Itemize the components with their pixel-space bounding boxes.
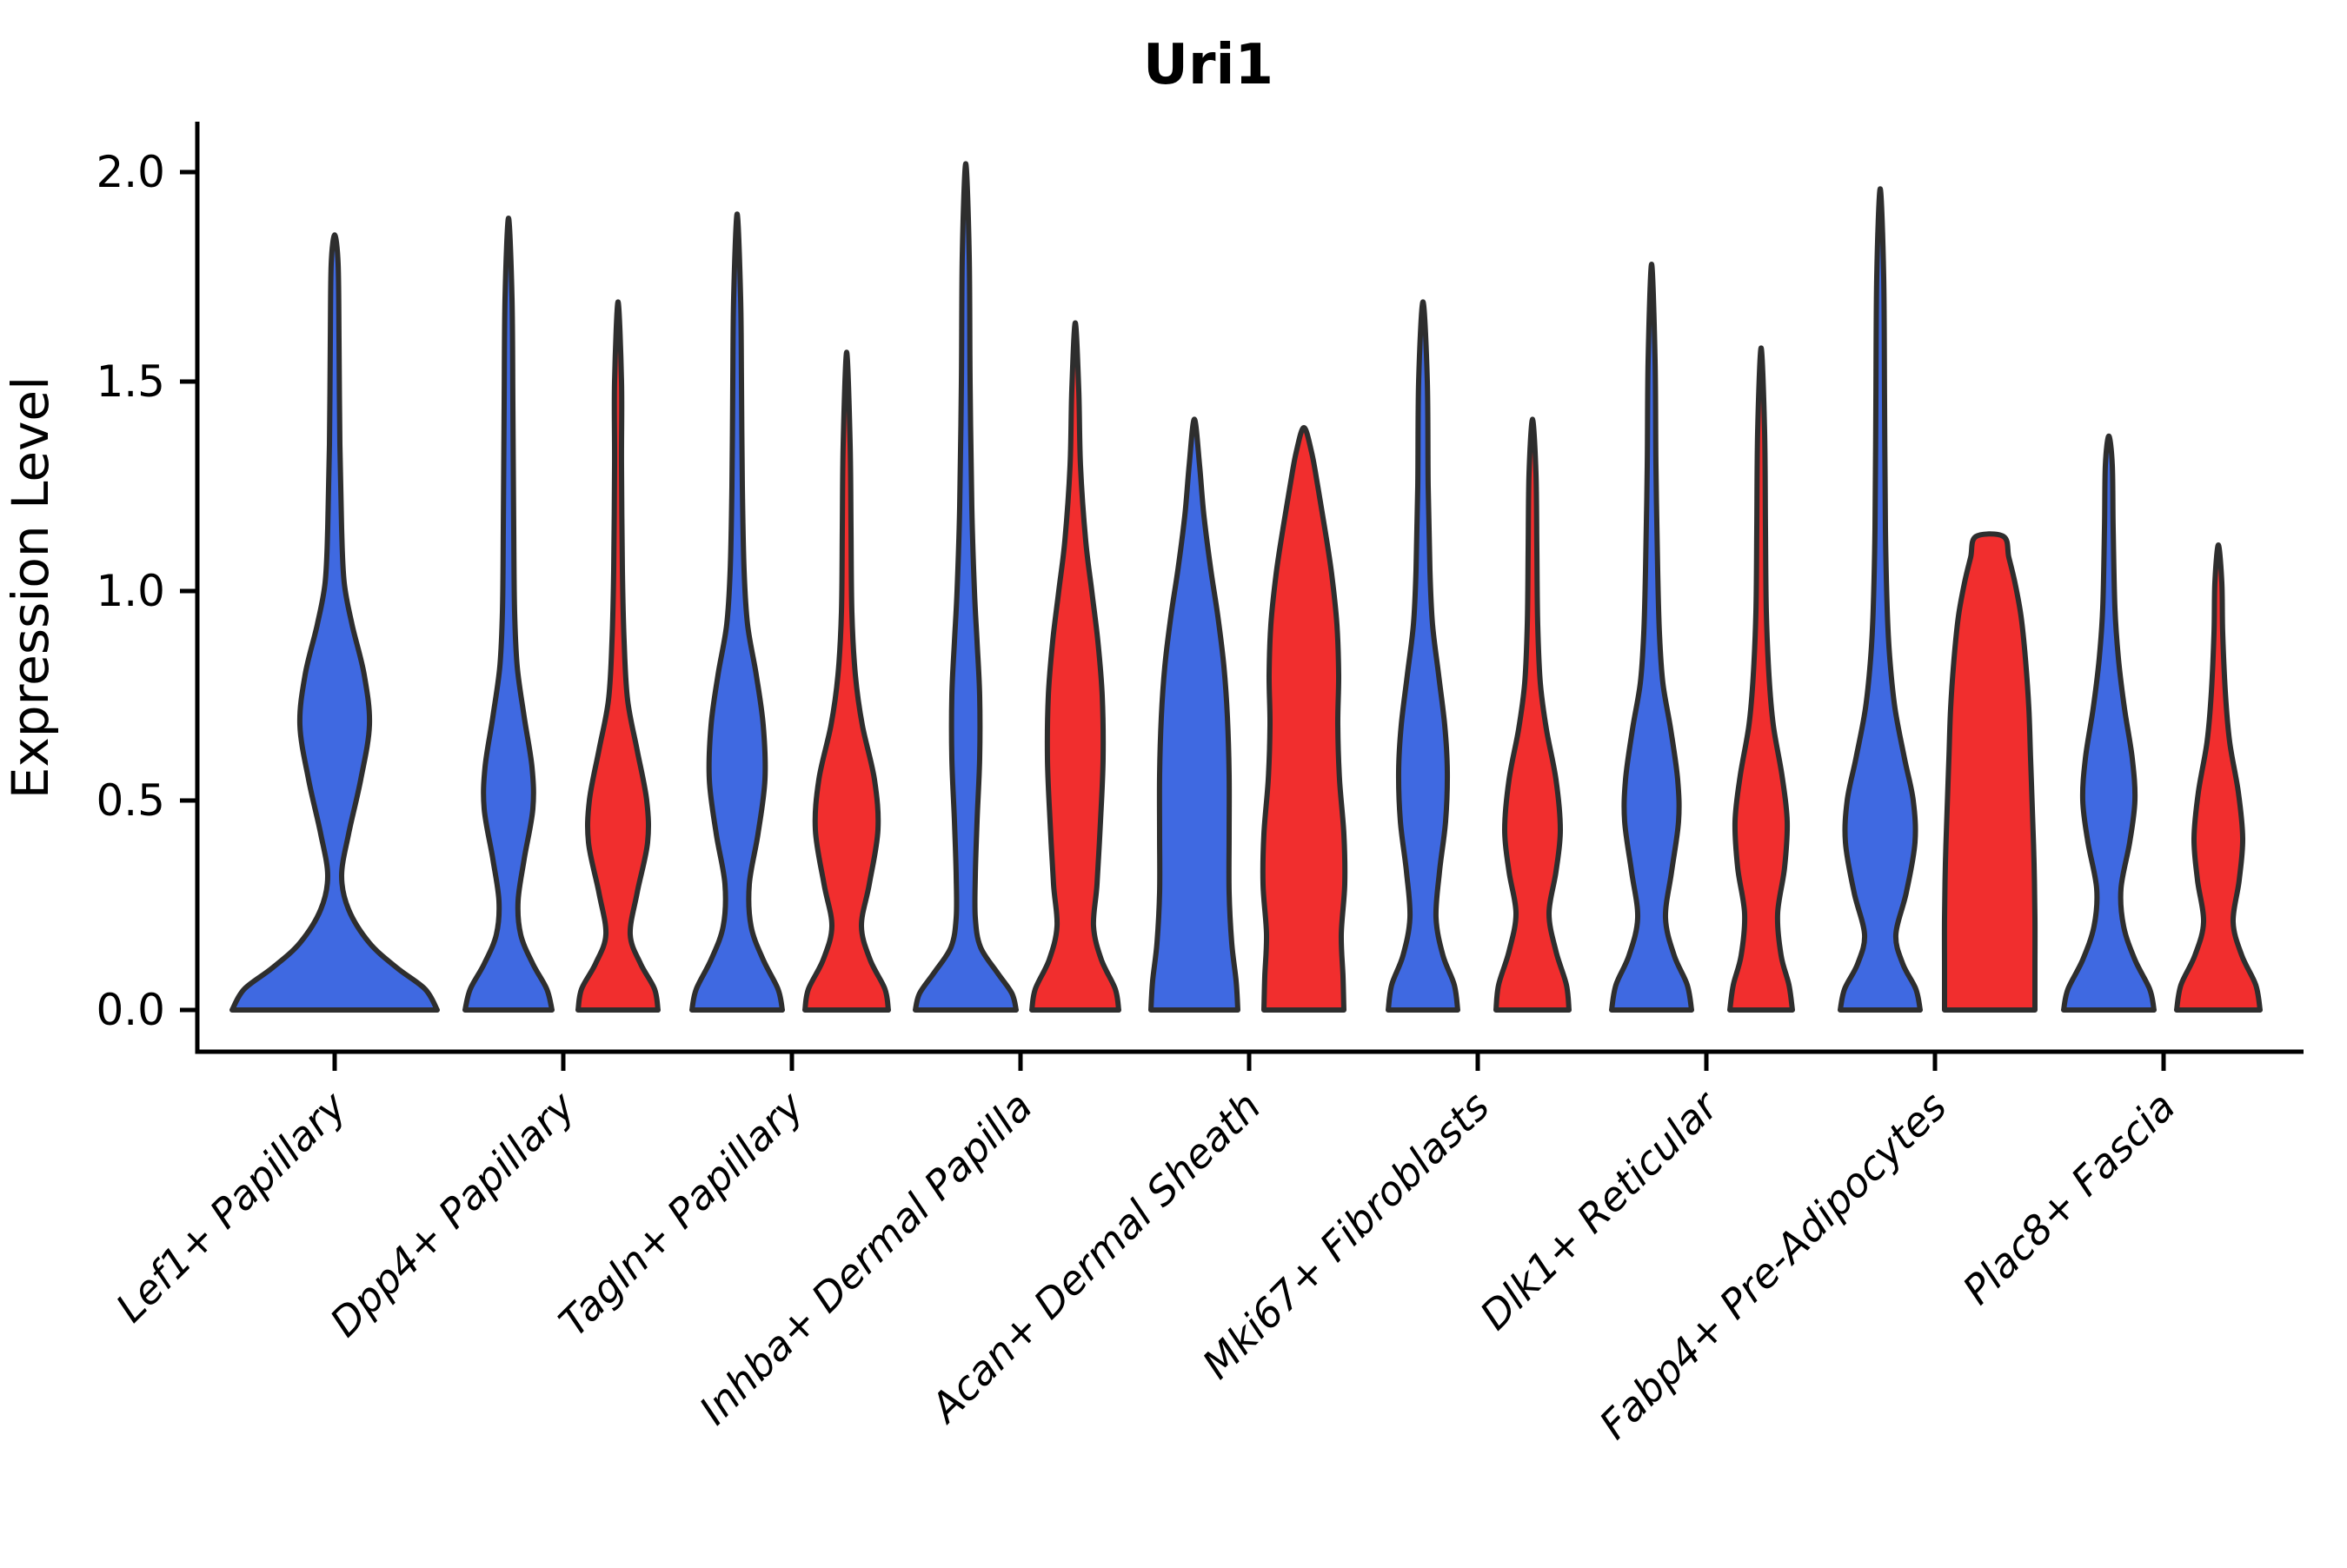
x-tick-label-tagln-papillary: Tagln+ Papillary	[549, 1082, 813, 1345]
x-tick-label-dpp4-papillary: Dpp4+ Papillary	[321, 1082, 584, 1345]
y-tick-label: 1.5	[96, 356, 165, 407]
y-tick-label: 0.0	[96, 985, 165, 1035]
violin-fabp4-pre-adipocytes-red	[1941, 531, 2038, 1013]
violin-plac8-fascia-red	[2174, 542, 2263, 1013]
y-tick-label: 2.0	[96, 147, 165, 197]
violin-dlk1-reticular-blue	[1609, 262, 1694, 1013]
violin-acan-dermal-sheath-blue	[1148, 416, 1240, 1013]
violin-plac8-fascia-blue	[2061, 433, 2157, 1013]
violin-acan-dermal-sheath-red	[1260, 425, 1348, 1013]
y-axis-label: Expression Level	[1, 376, 60, 799]
violin-tagln-papillary-blue	[689, 211, 785, 1013]
y-ticks-group: 0.0 0.5 1.0 1.5 2.0	[96, 147, 197, 1035]
violin-dpp4-papillary-red	[575, 299, 661, 1013]
y-tick-label: 1.0	[96, 566, 165, 616]
violin-inhba-dermal-papilla-blue	[913, 161, 1019, 1013]
y-tick-label: 0.5	[96, 775, 165, 826]
violin-inhba-dermal-papilla-red	[1029, 320, 1121, 1013]
violin-fabp4-pre-adipocytes-blue	[1838, 186, 1923, 1013]
chart-title: Uri1	[1143, 33, 1273, 97]
violin-lef1-papillary-blue	[229, 232, 440, 1013]
x-tick-label-lef1-papillary: Lef1+ Papillary	[107, 1082, 356, 1331]
violin-dpp4-papillary-blue	[462, 216, 555, 1013]
violin-mki67-fibroblasts-blue	[1386, 299, 1460, 1013]
violin-tagln-papillary-red	[802, 349, 891, 1013]
x-tick-label-plac8-fascia: Plac8+ Fascia	[1953, 1083, 2184, 1313]
violin-mki67-fibroblasts-red	[1493, 416, 1572, 1013]
violin-dlk1-reticular-red	[1727, 345, 1795, 1013]
x-tick-label-dlk1-reticular: Dlk1+ Reticular	[1471, 1080, 1729, 1339]
violins-group	[229, 161, 2263, 1013]
